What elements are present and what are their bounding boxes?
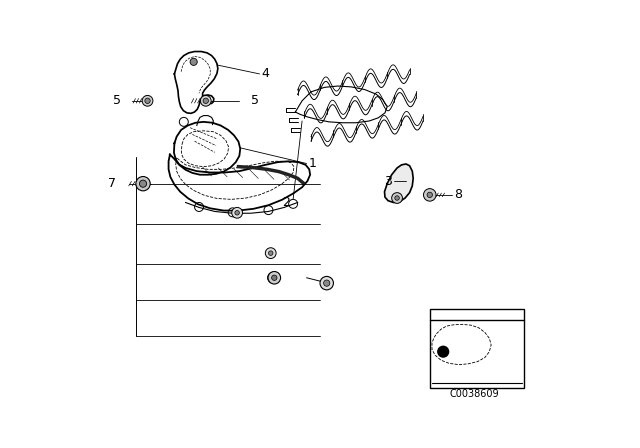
Circle shape bbox=[271, 276, 275, 280]
Circle shape bbox=[395, 196, 399, 200]
Circle shape bbox=[271, 275, 277, 280]
Text: 3: 3 bbox=[384, 175, 392, 188]
Circle shape bbox=[140, 180, 147, 187]
Circle shape bbox=[232, 207, 243, 218]
Text: 1: 1 bbox=[309, 157, 317, 170]
Circle shape bbox=[190, 58, 197, 65]
Circle shape bbox=[145, 98, 150, 103]
Circle shape bbox=[268, 271, 280, 284]
Bar bbox=[430, 309, 524, 388]
Circle shape bbox=[424, 189, 436, 201]
Circle shape bbox=[269, 251, 273, 255]
Polygon shape bbox=[385, 164, 413, 202]
Text: 7: 7 bbox=[108, 177, 116, 190]
Circle shape bbox=[136, 177, 150, 191]
Circle shape bbox=[203, 98, 209, 103]
Circle shape bbox=[438, 346, 449, 357]
Circle shape bbox=[142, 95, 153, 106]
Text: C0038609: C0038609 bbox=[450, 389, 499, 399]
Circle shape bbox=[427, 192, 433, 198]
Circle shape bbox=[392, 193, 403, 203]
Circle shape bbox=[266, 248, 276, 258]
Circle shape bbox=[324, 280, 330, 286]
Text: 5: 5 bbox=[113, 94, 121, 108]
Circle shape bbox=[268, 272, 278, 283]
Text: 2: 2 bbox=[282, 196, 289, 209]
Text: 4: 4 bbox=[262, 67, 269, 81]
Text: 5: 5 bbox=[251, 94, 259, 108]
Circle shape bbox=[320, 276, 333, 290]
Circle shape bbox=[235, 211, 239, 215]
Text: 8: 8 bbox=[454, 188, 463, 202]
Circle shape bbox=[200, 95, 211, 106]
